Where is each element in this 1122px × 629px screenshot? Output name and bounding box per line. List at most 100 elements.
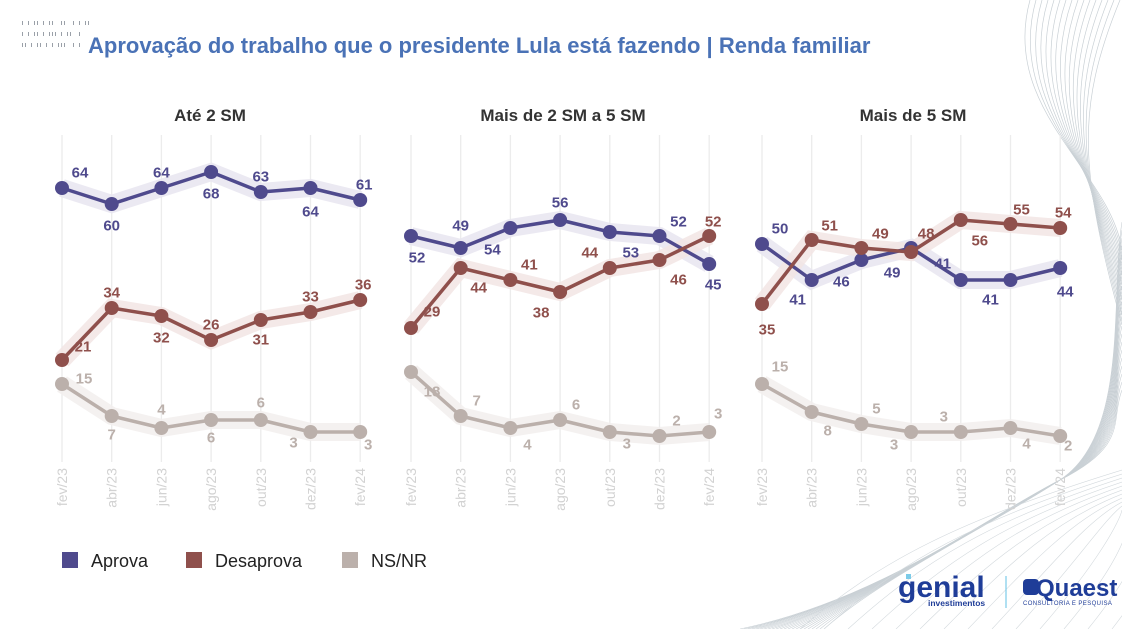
point-desaprova: [453, 261, 468, 275]
point-aprova: [652, 229, 667, 243]
point-ns-nr: [1003, 421, 1018, 435]
barcode-mark: [73, 43, 74, 47]
point-aprova: [755, 237, 769, 251]
point-ns-nr: [503, 421, 518, 435]
data-label-desaprova: 36: [355, 277, 372, 294]
data-label-aprova: 50: [772, 221, 789, 238]
decorative-wave-line: [1087, 518, 1122, 629]
data-label-desaprova: 44: [581, 245, 598, 262]
quaest-logo: Quaest CONSULTORIA E PESQUISA: [1023, 575, 1117, 607]
data-label-desaprova: 55: [1013, 202, 1030, 219]
x-tick-label: out/23: [253, 468, 269, 507]
x-tick-label: jun/23: [153, 468, 169, 507]
data-label-desaprova: 48: [918, 226, 935, 243]
barcode-mark: [58, 43, 59, 47]
panel-ate-2-sm: Até 2 SM fev/23 abr/23 jun/23 ago/23 out/23 de…: [54, 106, 373, 511]
point-ns-nr: [154, 421, 169, 435]
data-label-aprova: 41: [789, 292, 806, 309]
x-tick-label: fev/23: [754, 468, 770, 506]
point-aprova: [503, 221, 518, 235]
decorative-wave-line: [871, 481, 1122, 629]
legend-item-ns-nr: NS/NR: [342, 551, 427, 571]
data-label-ns-nr: 6: [572, 397, 580, 414]
point-aprova: [553, 213, 568, 227]
barcode-mark: [34, 21, 35, 25]
series-ns-nr: [404, 365, 717, 443]
data-label-ns-nr: 4: [1022, 436, 1031, 453]
data-label-desaprova: 51: [821, 218, 838, 235]
point-desaprova: [953, 213, 968, 227]
data-label-ns-nr: 3: [623, 436, 631, 453]
legend-label: Aprova: [91, 551, 149, 571]
data-label-ns-nr: 5: [872, 401, 880, 418]
data-label-aprova: 68: [203, 186, 220, 203]
series-lines: [55, 165, 368, 439]
data-label-aprova: 46: [833, 274, 850, 291]
data-label-aprova: 45: [705, 277, 722, 294]
legend-swatch: [342, 552, 358, 568]
barcode-mark: [34, 32, 35, 36]
data-label-ns-nr: 7: [108, 427, 116, 444]
point-ns-nr: [1053, 429, 1068, 443]
x-tick-label: dez/23: [1003, 468, 1019, 510]
point-aprova: [854, 253, 869, 267]
decorative-wave-line: [1045, 0, 1122, 271]
decorative-wave-line: [1050, 0, 1122, 276]
point-ns-nr: [904, 425, 919, 439]
point-aprova: [204, 165, 219, 179]
data-label-aprova: 63: [252, 169, 269, 186]
x-tick-label: abr/23: [453, 468, 469, 508]
barcode-mark: [52, 21, 53, 25]
point-desaprova: [804, 233, 819, 247]
decorative-wave-line: [895, 485, 1122, 629]
data-label-aprova: 52: [670, 214, 687, 231]
data-label-ns-nr: 6: [257, 395, 265, 412]
point-desaprova: [303, 305, 318, 319]
x-tick-label: ago/23: [203, 468, 219, 511]
data-label-ns-nr: 2: [672, 413, 680, 430]
barcode-mark: [22, 43, 23, 47]
barcode-mark: [37, 21, 38, 25]
data-label-aprova: 56: [552, 195, 569, 212]
point-ns-nr: [702, 425, 717, 439]
legend: Aprova Desaprova NS/NR: [62, 551, 427, 571]
decorative-wave-line: [1035, 0, 1122, 261]
barcode-mark: [55, 32, 56, 36]
point-ns-nr: [953, 425, 968, 439]
panel-mais-de-5-sm: Mais de 5 SM fev/23 abr/23 jun/23 ago/23 out/…: [754, 106, 1074, 511]
legend-item-desaprova: Desaprova: [186, 551, 303, 571]
x-tick-label: out/23: [953, 468, 969, 507]
barcode-mark: [37, 32, 38, 36]
point-aprova: [303, 181, 318, 195]
data-labels: 50 41 46 49 41 41 44 35 51 49 48 56 55 54 15 8 5 3 3 4 2: [759, 202, 1075, 455]
point-desaprova: [253, 313, 268, 327]
barcode-mark: [31, 43, 32, 47]
data-label-desaprova: 31: [252, 332, 269, 349]
x-tick-label: jun/23: [502, 468, 518, 507]
data-label-desaprova: 26: [203, 317, 220, 334]
quaest-logo-subtitle: CONSULTORIA E PESQUISA: [1023, 601, 1112, 607]
point-aprova: [953, 273, 968, 287]
point-ns-nr: [804, 405, 819, 419]
point-ns-nr: [602, 425, 617, 439]
point-aprova: [602, 225, 617, 239]
data-label-aprova: 61: [356, 177, 373, 194]
point-desaprova: [1003, 217, 1018, 231]
x-tick-label: fev/24: [701, 468, 717, 506]
x-tick-label: abr/23: [804, 468, 820, 508]
barcode-mark: [37, 43, 38, 47]
point-desaprova: [652, 253, 667, 267]
data-label-ns-nr: 6: [207, 430, 215, 447]
decorative-wave-line: [1085, 0, 1122, 321]
data-label-desaprova: 41: [521, 257, 538, 274]
point-desaprova: [353, 293, 368, 307]
barcode-mark: [28, 32, 29, 36]
data-label-aprova: 44: [1057, 284, 1074, 301]
barcode-mark: [43, 32, 44, 36]
x-tick-label: jun/23: [853, 468, 869, 507]
decorative-wave-line: [1083, 0, 1122, 316]
point-desaprova: [404, 321, 418, 335]
genial-logo-subtitle: investimentos: [928, 598, 985, 608]
